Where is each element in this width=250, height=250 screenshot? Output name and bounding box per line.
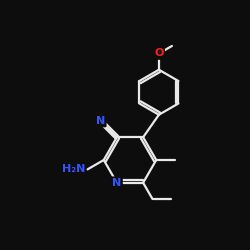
- Text: N: N: [112, 178, 122, 188]
- Text: N: N: [96, 116, 105, 126]
- Text: H₂N: H₂N: [62, 164, 85, 174]
- Text: O: O: [154, 48, 164, 58]
